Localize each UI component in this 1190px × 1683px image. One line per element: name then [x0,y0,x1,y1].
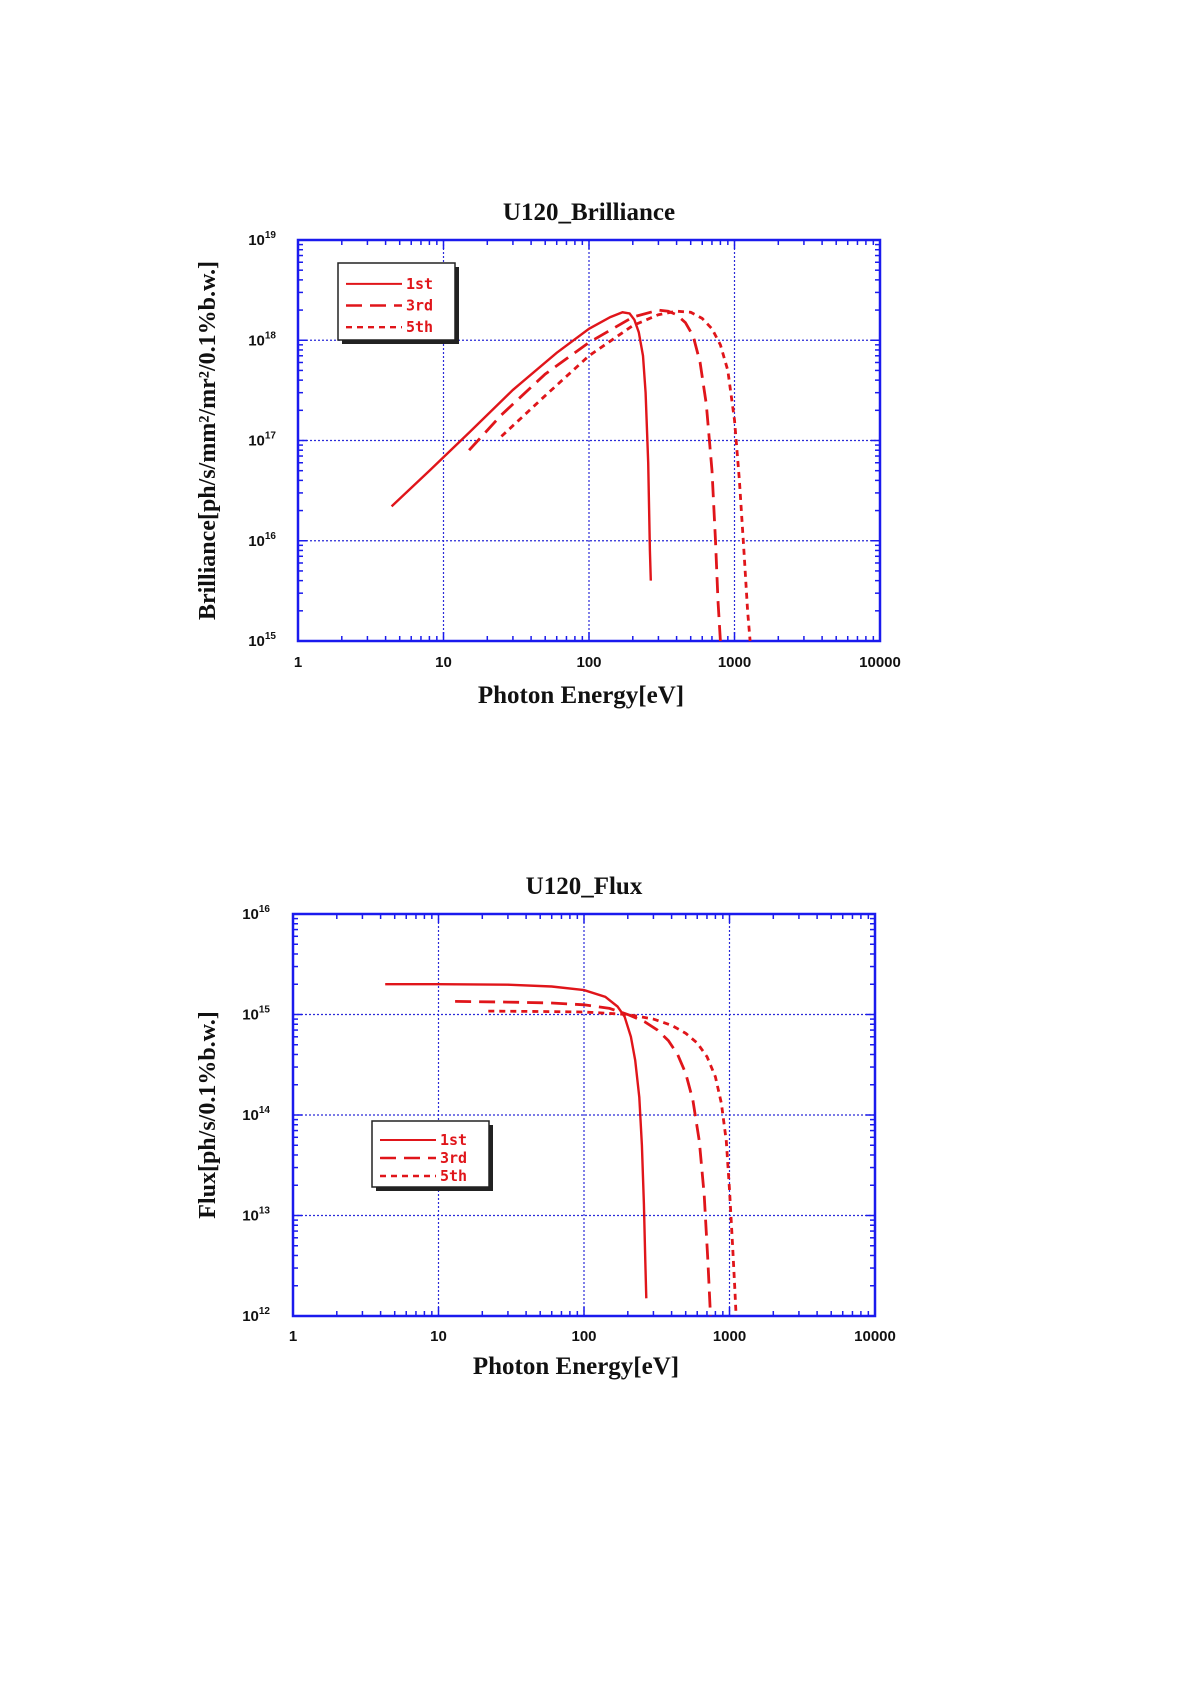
y-tick-base: 10 [242,1107,259,1124]
brilliance-chart: 1 10 100 1000 1000010151016101710181019U120_… [195,199,901,709]
grid [293,914,875,1316]
legend: 1st 3rd 5th [337,262,459,344]
y-tick-exponent: 18 [265,330,277,341]
legend-box [371,1120,490,1188]
y-tick-exponent: 17 [265,431,277,442]
y-tick-exponent: 15 [259,1005,271,1016]
x-tick-label: 1000 [713,1328,746,1345]
series-line-1st [390,311,652,581]
flux-chart: 1 10 100 1000 1000010121013101410151016U120_… [195,873,896,1380]
y-axis-label: Brilliance[ph/s/mm²/mr²/0.1%b.w.] [195,261,221,620]
y-tick-label: 1016 [242,904,270,923]
x-tick-label: 100 [571,1328,596,1345]
legend-label: 5th [406,318,433,336]
y-tick-base: 10 [248,633,265,650]
x-tick-label: 100 [576,654,601,671]
y-tick-exponent: 12 [259,1306,271,1317]
x-tick-label: 10 [430,1328,447,1345]
y-tick-base: 10 [242,906,259,923]
y-tick-label: 1013 [242,1206,270,1225]
series-line-3rd [455,1000,712,1317]
y-tick-base: 10 [248,533,265,550]
x-tick-label: 1 [294,654,302,671]
x-tick-label: 10000 [854,1328,896,1345]
y-tick-exponent: 14 [259,1105,271,1116]
series-line-5th [500,309,752,642]
chart-title: U120_Brilliance [503,199,675,226]
legend-label: 5th [440,1167,467,1185]
y-tick-base: 10 [248,433,265,450]
series-line-5th [488,1009,738,1317]
y-tick-exponent: 16 [259,904,271,915]
y-tick-exponent: 19 [265,230,277,241]
plot-frame [291,912,877,1318]
legend-label: 1st [440,1131,467,1149]
legend-label: 3rd [406,297,433,315]
y-axis-label: Flux[ph/s/0.1%b.w.] [195,1011,221,1218]
x-tick-label: 10000 [859,654,901,671]
series-line-3rd [468,308,722,642]
y-tick-label: 1017 [248,431,276,450]
x-axis-label: Photon Energy[eV] [478,682,684,709]
y-tick-label: 1019 [248,230,276,249]
y-tick-label: 1014 [242,1105,270,1124]
y-tick-label: 1015 [242,1005,270,1024]
y-tick-base: 10 [242,1308,259,1325]
chart-title: U120_Flux [526,873,643,900]
y-tick-exponent: 13 [259,1206,271,1217]
legend-box [337,262,456,341]
y-tick-base: 10 [248,232,265,249]
x-tick-label: 1000 [718,654,751,671]
y-tick-base: 10 [242,1208,259,1225]
y-tick-label: 1012 [242,1306,270,1325]
legend-label: 3rd [440,1149,467,1167]
y-tick-label: 1016 [248,531,276,550]
y-tick-base: 10 [248,332,265,349]
y-tick-base: 10 [242,1007,259,1024]
series-line-1st [385,983,648,1299]
plot-frame [296,238,882,643]
y-tick-label: 1018 [248,330,276,349]
legend-label: 1st [406,275,433,293]
x-tick-label: 1 [289,1328,297,1345]
x-axis-label: Photon Energy[eV] [473,1353,679,1380]
y-tick-exponent: 15 [265,631,277,642]
y-tick-label: 1015 [248,631,276,650]
x-tick-label: 10 [435,654,452,671]
y-tick-exponent: 16 [265,531,277,542]
